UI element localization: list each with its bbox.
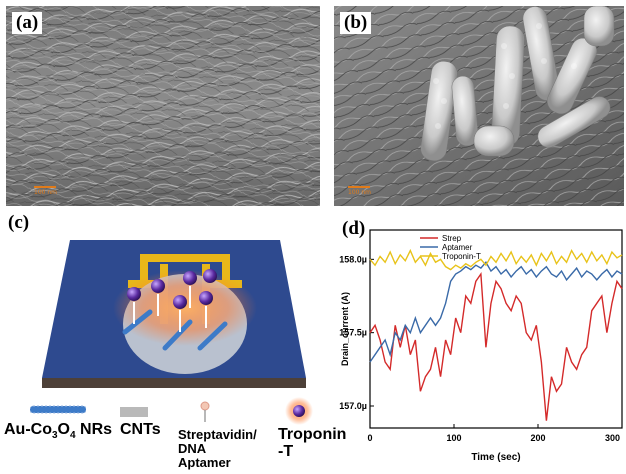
scale-bar-a: 100 nm [34, 186, 57, 196]
sem-image-b: (b) 100 nm [334, 6, 624, 206]
y-tick-label: 158.0µ [339, 254, 367, 264]
x-tick-label: 100 [446, 433, 461, 443]
nanorod-texture [334, 6, 624, 206]
scale-bar-label-a: 100 nm [34, 189, 58, 196]
series-line-troponin-t [369, 248, 623, 271]
drain-current-chart: 0 100 200 300 157.0µ 157.5µ 158.0µ StrepAptame… [339, 229, 623, 463]
device-schematic [42, 240, 306, 388]
y-tick-label: 157.0µ [339, 401, 367, 411]
legend-label: Troponin-T [442, 252, 481, 261]
y-axis-label: Drain_current (A) [340, 292, 350, 366]
scale-bar-label-b: 100 nm [348, 189, 372, 196]
legend-aptamer-icon [200, 401, 210, 422]
y-tick-label: 157.5µ [339, 328, 367, 338]
legend-label: Aptamer [442, 243, 473, 252]
legend-au-co3o4: Au-Co3O4 NRs [4, 421, 113, 442]
panel-label-d: (d) [342, 218, 366, 239]
panel-label-b: (b) [340, 12, 372, 34]
sem-image-a: (a) 100 nm [6, 6, 320, 206]
panel-label-a: (a) [12, 12, 43, 34]
legend-cnts: CNTs [120, 421, 161, 438]
substrate-side [42, 378, 306, 388]
x-tick-label: 300 [605, 433, 620, 443]
legend-troponin-t: Troponin -T [278, 426, 347, 460]
scale-bar-b: 100 nm [348, 186, 371, 196]
legend-streptavidin-aptamer: Streptavidin/ DNA Aptamer [178, 427, 257, 470]
x-axis-label: Time (sec) [471, 452, 520, 463]
series-line-aptamer [369, 261, 623, 363]
legend-label: Strep [442, 234, 462, 243]
legend-cnt-icon [120, 407, 148, 417]
legend-nanorod-icon [30, 405, 86, 414]
x-tick-label: 200 [530, 433, 545, 443]
legend-troponin-icon [285, 397, 313, 425]
series-line-strep [369, 271, 623, 421]
panel-label-c: (c) [8, 212, 30, 233]
cnt-network-texture [6, 6, 320, 206]
x-tick-label: 0 [367, 433, 372, 443]
